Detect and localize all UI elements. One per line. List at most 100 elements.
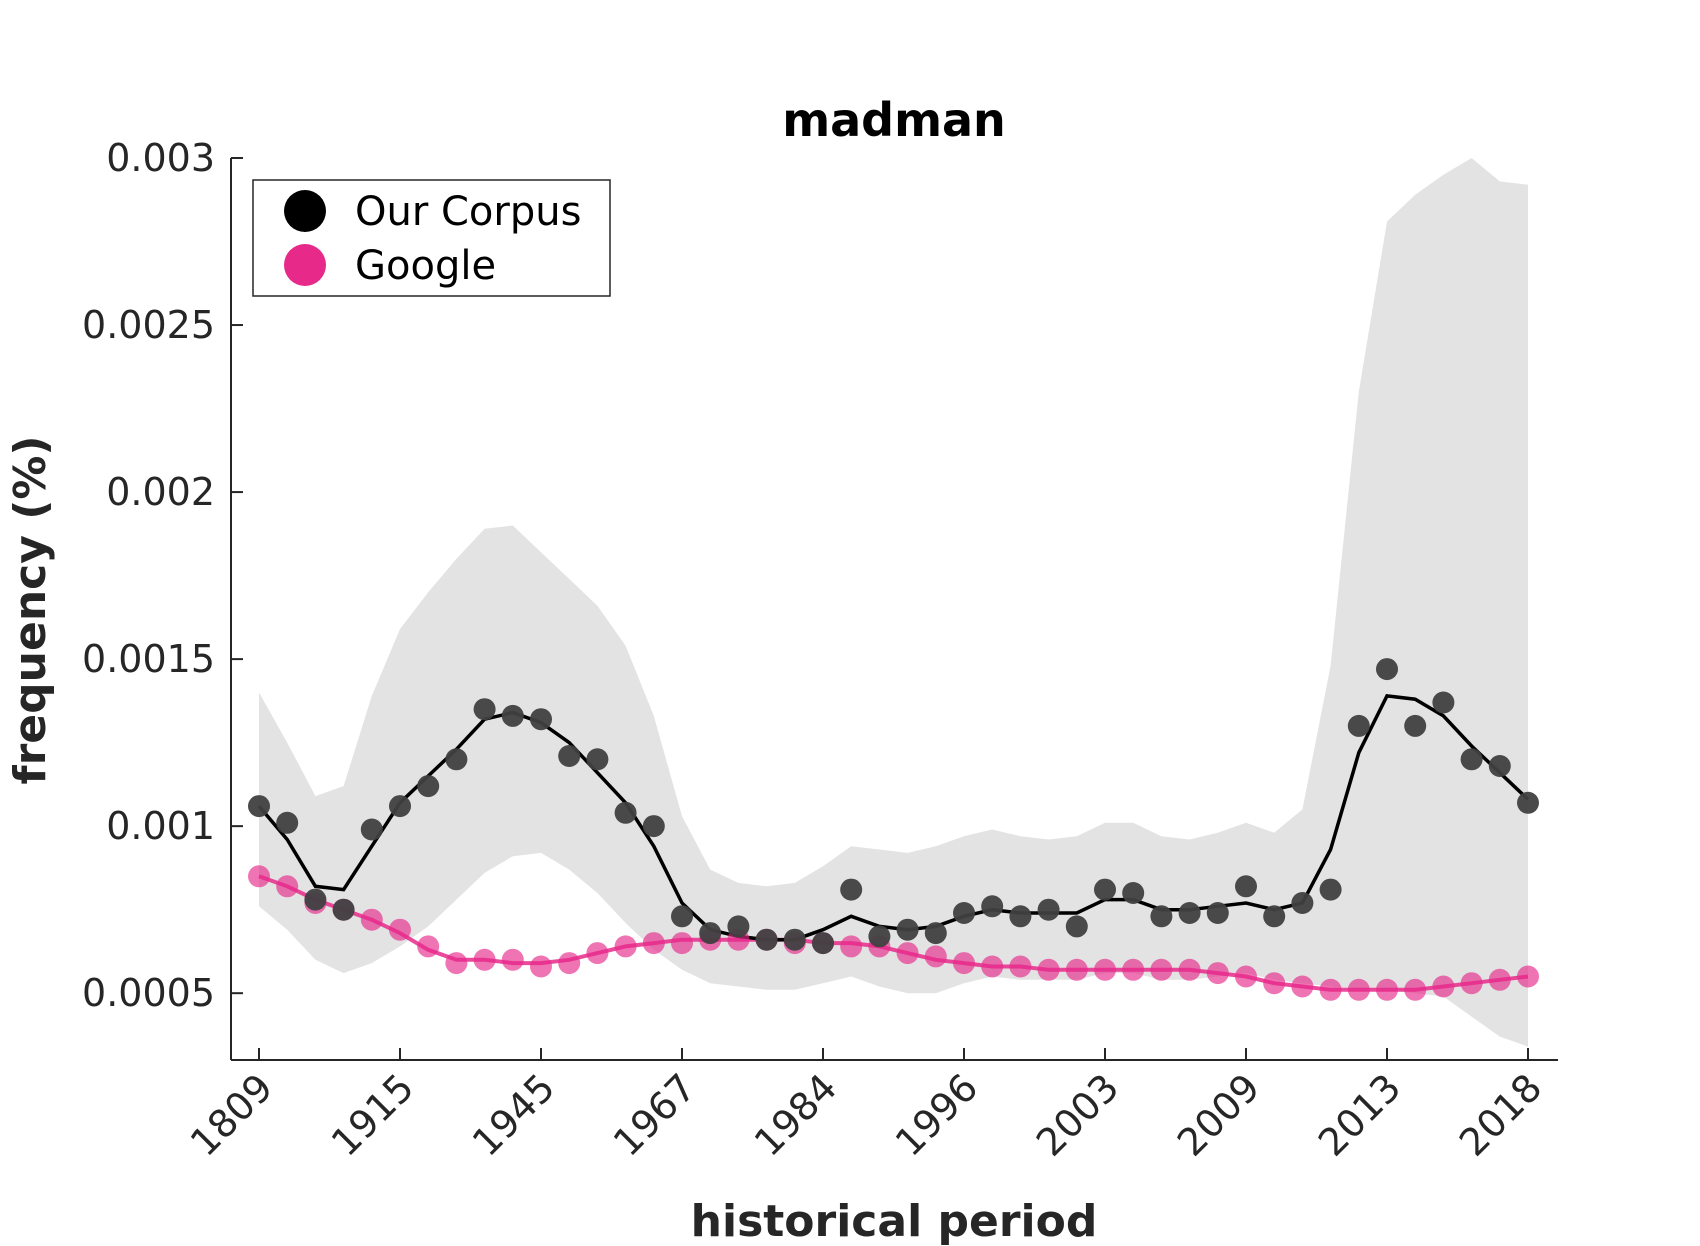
x-tick-label: 2003: [1028, 1065, 1128, 1165]
series-line-google: [258, 874, 1529, 992]
data-point-our-corpus: [783, 928, 806, 951]
data-point-google: [558, 952, 581, 975]
data-point-our-corpus: [1291, 892, 1314, 914]
data-point-our-corpus: [1347, 714, 1370, 737]
data-point-google: [501, 948, 524, 971]
data-point-our-corpus: [445, 748, 468, 771]
x-tick-label: 1809: [182, 1065, 282, 1165]
data-point-google: [445, 952, 468, 975]
data-point-our-corpus: [953, 902, 975, 924]
data-point-our-corpus: [1178, 902, 1201, 924]
axes: [230, 158, 1558, 1061]
x-tick-label: 1967: [605, 1065, 705, 1165]
line-layer: [257, 694, 1530, 992]
data-point-our-corpus: [389, 795, 411, 818]
data-point-google: [276, 875, 299, 898]
legend-marker-our-corpus: [284, 190, 326, 232]
data-point-our-corpus: [1235, 875, 1257, 898]
data-point-our-corpus: [530, 708, 552, 731]
data-point-google: [473, 948, 496, 971]
data-point-our-corpus: [1488, 755, 1511, 777]
data-point-google: [1150, 958, 1173, 981]
data-point-our-corpus: [1404, 714, 1427, 737]
data-point-our-corpus: [840, 878, 863, 901]
data-point-google: [1122, 958, 1145, 981]
data-point-google: [1178, 958, 1201, 981]
data-point-our-corpus: [586, 748, 609, 771]
legend-label-our-corpus: Our Corpus: [355, 189, 581, 235]
data-point-google: [953, 952, 975, 975]
data-point-our-corpus: [360, 818, 383, 841]
data-point-google: [1037, 958, 1060, 981]
data-point-google: [1319, 978, 1342, 1001]
x-axis-title: historical period: [691, 1196, 1098, 1246]
data-point-google: [1235, 965, 1257, 988]
x-tick-label: 2013: [1310, 1065, 1410, 1165]
x-tick-label: 1984: [746, 1065, 846, 1165]
data-point-google: [1347, 978, 1370, 1001]
x-ticks: 1809 1915 1945 1967 1984 1996 2003 2009 2013 2018: [182, 1048, 1551, 1165]
data-point-our-corpus: [671, 905, 693, 928]
data-point-google: [530, 955, 552, 978]
y-tick-label: 0.003: [106, 136, 215, 180]
data-point-our-corpus: [1206, 902, 1229, 924]
data-point-google: [896, 942, 919, 965]
data-point-google: [1263, 972, 1286, 995]
data-point-our-corpus: [1432, 691, 1455, 714]
chart-title: madman: [782, 93, 1006, 147]
x-tick-label: 2009: [1169, 1065, 1269, 1165]
y-tick-label: 0.0025: [82, 303, 215, 347]
data-point-our-corpus: [1094, 878, 1116, 901]
data-point-google: [614, 935, 637, 958]
data-point-google: [924, 945, 947, 968]
data-point-our-corpus: [924, 922, 947, 945]
data-point-google: [1488, 968, 1511, 991]
x-tick-label: 2018: [1451, 1065, 1551, 1165]
data-point-our-corpus: [699, 922, 722, 945]
data-point-our-corpus: [276, 811, 299, 834]
data-point-google: [1460, 972, 1483, 995]
data-point-google: [981, 955, 1004, 978]
data-point-our-corpus: [1263, 905, 1286, 928]
data-point-google: [1094, 958, 1116, 981]
data-point-our-corpus: [1122, 882, 1145, 904]
data-point-google: [1404, 978, 1427, 1001]
confidence-band: [259, 158, 1528, 1047]
y-tick-label: 0.0015: [82, 637, 215, 681]
data-point-our-corpus: [332, 898, 355, 921]
data-point-google: [1009, 955, 1032, 978]
data-point-google: [586, 942, 609, 965]
data-point-our-corpus: [896, 918, 919, 941]
data-point-our-corpus: [1460, 748, 1483, 771]
data-point-google: [1206, 962, 1229, 985]
y-tick-label: 0.0005: [82, 971, 215, 1015]
y-axis-title: frequency (%): [5, 435, 56, 784]
data-point-google: [642, 932, 665, 955]
data-point-google: [389, 918, 411, 941]
data-point-google: [1291, 975, 1314, 998]
data-point-our-corpus: [727, 915, 750, 938]
data-point-our-corpus: [417, 775, 440, 798]
y-ticks: 0.0005 0.001 0.0015 0.002 0.0025 0.003: [82, 136, 243, 1015]
data-point-our-corpus: [558, 745, 581, 767]
data-point-our-corpus: [1065, 915, 1088, 938]
data-point-google: [360, 908, 383, 931]
data-point-google: [1065, 958, 1088, 981]
data-point-our-corpus: [614, 801, 637, 824]
y-tick-label: 0.002: [106, 470, 215, 514]
series-line-our-corpus: [257, 694, 1530, 942]
data-point-our-corpus: [981, 895, 1004, 918]
data-point-our-corpus: [868, 925, 891, 948]
data-point-our-corpus: [501, 704, 524, 727]
data-point-our-corpus: [248, 795, 270, 818]
data-point-our-corpus: [473, 698, 496, 721]
data-point-our-corpus: [1517, 791, 1539, 814]
x-tick-label: 1945: [464, 1065, 564, 1165]
x-tick-label: 1996: [887, 1065, 987, 1165]
data-point-google: [1432, 975, 1455, 998]
data-point-google: [671, 932, 693, 955]
data-point-our-corpus: [1376, 658, 1398, 681]
data-point-our-corpus: [755, 928, 778, 951]
